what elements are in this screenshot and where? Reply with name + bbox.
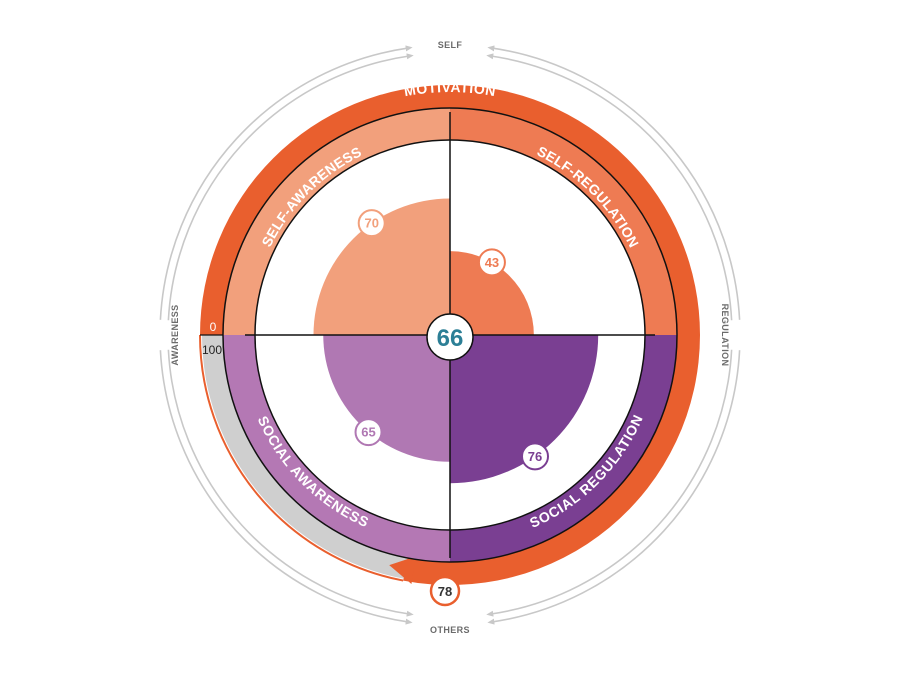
axis-label-regulation: REGULATION: [720, 304, 730, 367]
direction-arc: [167, 53, 414, 321]
social-regulation-score-badge-circle: [521, 442, 550, 471]
social-awareness-score-badge: 65: [354, 418, 383, 447]
motivation-gap: [202, 335, 408, 579]
direction-arc: [159, 45, 413, 320]
self-awareness-score: 70: [364, 216, 378, 231]
direction-arc: [486, 53, 733, 321]
motivation-fill-bottom: [403, 335, 700, 585]
motivation-gap-outline: [199, 334, 404, 582]
social-regulation-band: [450, 335, 677, 562]
self-regulation-score: 43: [485, 255, 499, 270]
self-regulation-wedge: [450, 251, 534, 335]
motivation-score-badge-circle: [429, 575, 461, 607]
axis-label-self: SELF: [438, 40, 463, 50]
overall-score: 66: [437, 325, 464, 352]
direction-arc: [159, 350, 413, 625]
social-awareness-band: [223, 335, 450, 562]
motivation-ring: [199, 85, 700, 585]
direction-arc: [487, 45, 741, 320]
self-regulation-score-badge: 43: [477, 248, 506, 277]
self-regulation-score-badge-circle: [477, 248, 506, 277]
direction-arc: [487, 350, 741, 625]
axis-label-others: OTHERS: [430, 625, 470, 635]
direction-arc: [486, 349, 733, 617]
social-awareness-score: 65: [361, 425, 375, 440]
direction-arc: [167, 349, 414, 617]
self-regulation-band: [450, 108, 677, 335]
social-awareness-score-badge-circle: [354, 418, 383, 447]
quadrant-wedges: [313, 198, 599, 484]
score-badges: 70 43 65 76 78: [354, 209, 550, 607]
social-regulation-wedge: [450, 335, 599, 484]
social-awareness-wedge: [323, 335, 450, 462]
self-awareness-wedge: [313, 198, 450, 335]
motivation-score-badge: 78: [429, 575, 461, 607]
social-regulation-score: 76: [528, 449, 542, 464]
motivation-label: MOTIVATION: [403, 79, 498, 99]
outer-direction-arrows: [159, 45, 741, 625]
social-regulation-score-badge: 76: [521, 442, 550, 471]
center-circle: [426, 313, 474, 361]
self-awareness-band: [223, 108, 450, 335]
motivation-score: 78: [438, 584, 452, 599]
band-outer-outline: [222, 107, 678, 563]
scale-min-label: 0: [210, 320, 217, 334]
motivation-pointer: [389, 556, 416, 585]
scale-max-label: 100: [202, 343, 222, 357]
quadrant-bands: [223, 108, 677, 562]
self-awareness-score-badge-circle: [357, 209, 386, 238]
self-awareness-score-badge: 70: [357, 209, 386, 238]
axis-label-awareness: AWARENESS: [170, 304, 180, 365]
